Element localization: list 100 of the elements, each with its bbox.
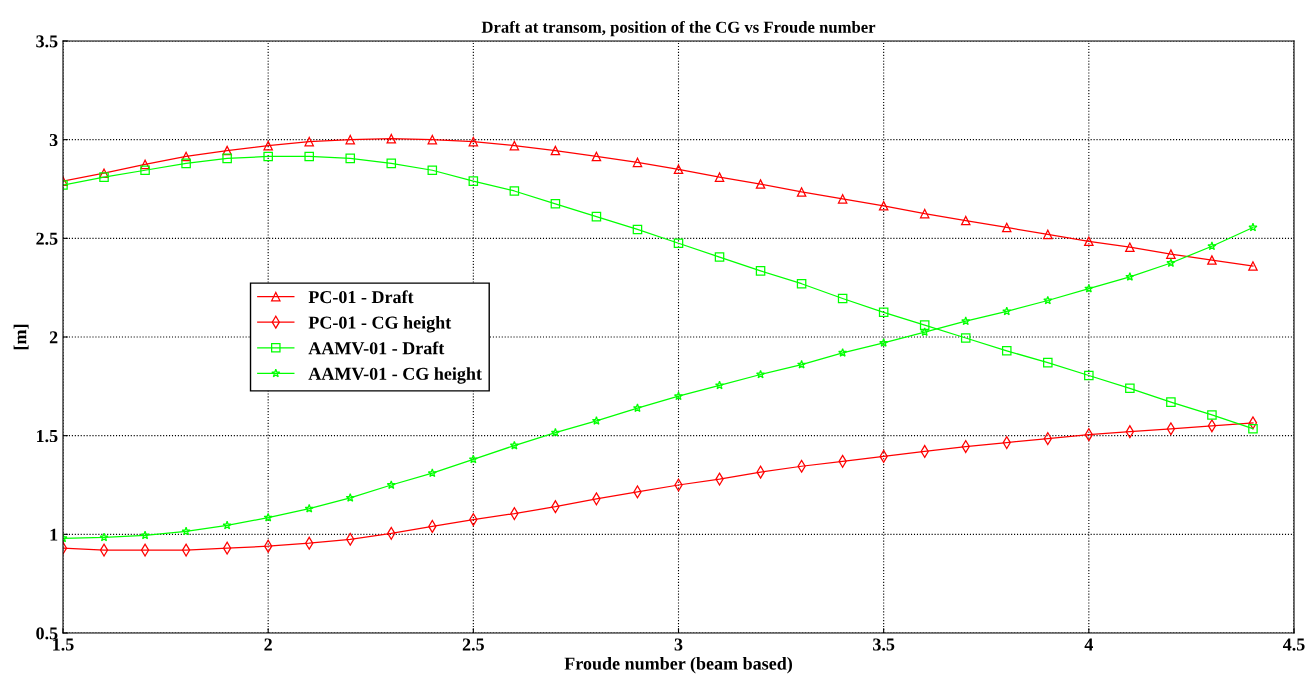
point [879, 338, 889, 347]
point [1125, 383, 1135, 394]
point [632, 224, 643, 235]
point [878, 307, 889, 318]
point [1084, 370, 1094, 381]
point [1043, 229, 1053, 240]
y-axis-title: [m] [13, 324, 29, 350]
point [673, 238, 684, 249]
point [960, 333, 971, 343]
point [427, 134, 438, 145]
point [427, 165, 438, 176]
point [345, 134, 356, 145]
point [99, 543, 109, 557]
point [632, 157, 643, 168]
point [222, 520, 232, 530]
point [345, 493, 355, 502]
point [263, 151, 273, 162]
chart-title: Draft at transom, position of the CG vs Froude number [481, 20, 876, 37]
y-tick-label: 3.5 [36, 35, 58, 48]
point [920, 327, 930, 337]
point [99, 172, 109, 182]
point [837, 293, 848, 304]
point [386, 133, 397, 144]
point [1125, 242, 1135, 253]
point [1125, 272, 1135, 281]
point [673, 164, 684, 175]
point [1166, 397, 1176, 407]
point [1166, 249, 1176, 259]
point [181, 151, 191, 162]
point [1248, 222, 1258, 232]
x-tick-label: 2.5 [462, 638, 484, 651]
point [509, 440, 519, 450]
point [386, 480, 396, 489]
legend-label: AAMV-01 - Draft [308, 341, 445, 355]
legend-label: AAMV-01 - CG height [308, 367, 482, 384]
y-tick-label: 0.5 [36, 627, 58, 640]
point [140, 165, 150, 176]
point [1166, 422, 1176, 436]
point [960, 215, 971, 226]
point [1002, 306, 1012, 316]
point [550, 427, 560, 437]
point [591, 151, 602, 162]
point [1207, 410, 1217, 420]
point [222, 153, 232, 164]
x-tick-label: 4 [1084, 638, 1094, 651]
point [837, 194, 848, 204]
point [140, 543, 150, 557]
point [1043, 295, 1053, 305]
point [1207, 255, 1217, 265]
point [550, 199, 561, 209]
point [961, 316, 971, 326]
y-tick-label: 1.5 [37, 430, 58, 443]
x-tick-label: 3.5 [873, 638, 895, 651]
point [796, 278, 807, 289]
legend-label: PC-01 - Draft [308, 290, 414, 304]
point [1125, 425, 1135, 439]
point [181, 158, 191, 169]
point [304, 136, 314, 147]
point [304, 503, 314, 513]
point [509, 140, 520, 151]
point [468, 454, 478, 464]
point [919, 208, 930, 219]
point [796, 187, 807, 197]
point [714, 380, 725, 390]
point [1084, 236, 1094, 247]
point [755, 369, 766, 379]
point [140, 530, 150, 540]
y-tick-label: 3 [49, 133, 58, 147]
point [222, 541, 232, 555]
point [386, 158, 397, 169]
point [550, 145, 561, 156]
point [1001, 346, 1012, 356]
point [427, 468, 437, 478]
point [755, 266, 766, 276]
point [919, 320, 930, 330]
y-tick-label: 2.5 [36, 232, 58, 245]
point [1043, 357, 1053, 368]
point [1248, 261, 1258, 271]
x-tick-label: 4.5 [1282, 638, 1305, 651]
y-tick-label: 1 [50, 528, 58, 541]
point [632, 403, 643, 413]
legend-label: PC-01 - CG height [308, 315, 452, 333]
point [1248, 423, 1258, 434]
point [345, 153, 356, 164]
point [878, 200, 889, 211]
point [838, 347, 848, 357]
point [591, 416, 602, 425]
point [591, 211, 602, 222]
point [99, 532, 109, 542]
point [181, 526, 191, 536]
point [140, 159, 150, 170]
point [714, 252, 725, 262]
point [468, 176, 479, 186]
y-tick-label: 2 [49, 331, 58, 344]
point [304, 151, 314, 162]
point [1166, 258, 1176, 267]
point [1001, 222, 1012, 233]
x-axis-title: Froude number (beam based) [564, 657, 792, 674]
point [1207, 241, 1217, 251]
point [263, 512, 273, 522]
